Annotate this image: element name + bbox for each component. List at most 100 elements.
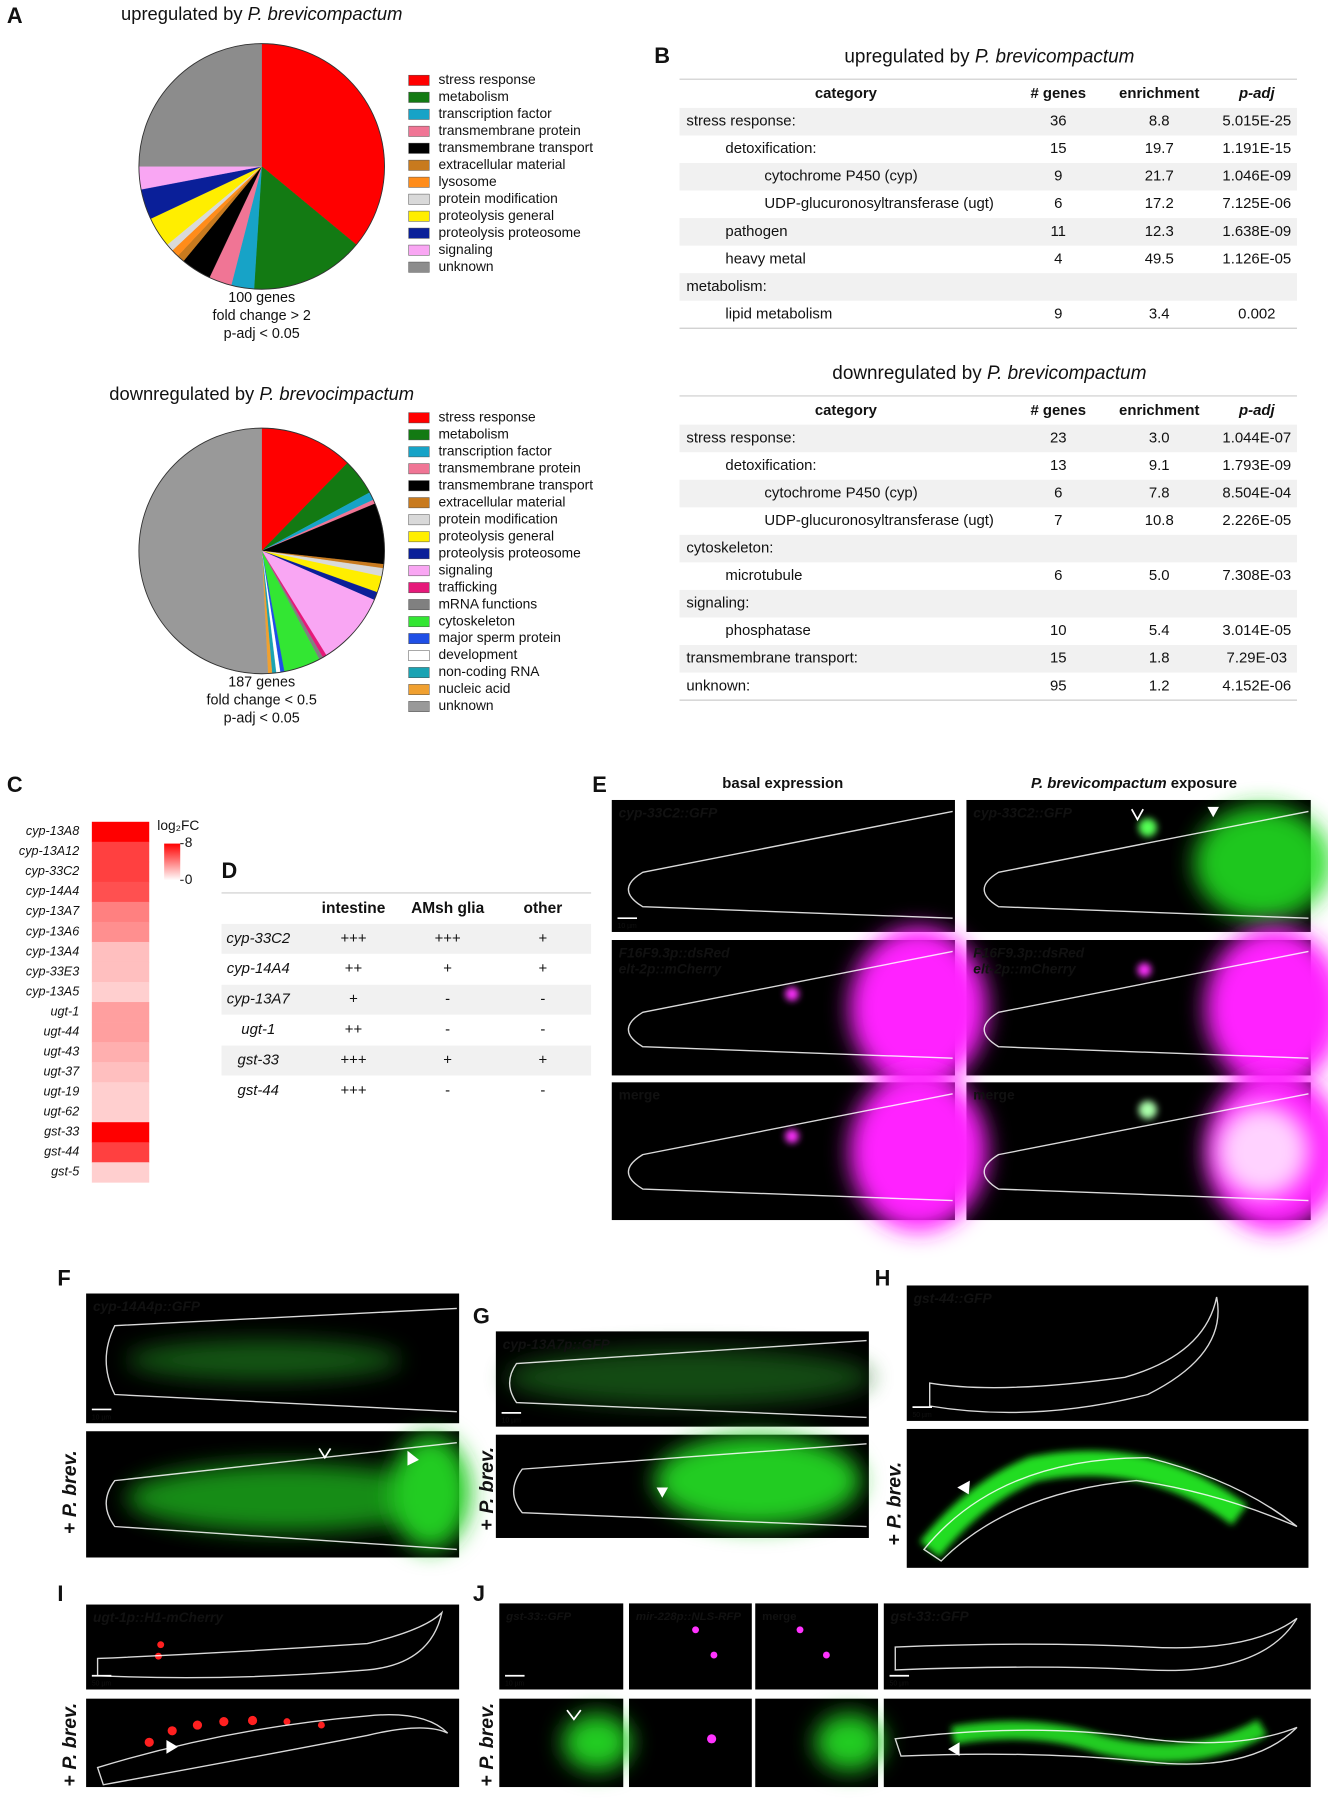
- legend-label: protein modification: [438, 511, 557, 526]
- table-cell: 1.046E-09: [1222, 168, 1291, 185]
- heatmap-cell: [91, 961, 150, 983]
- image-label: F16F9.3p::dsRed: [619, 945, 731, 960]
- table-cell: detoxification:: [725, 457, 816, 474]
- table-cell: +: [539, 960, 548, 977]
- row-label: cyp-13A8: [26, 824, 79, 838]
- table-cell: ugt-1: [241, 1021, 275, 1038]
- table-cell: 7: [1054, 512, 1062, 529]
- table-cell: 9: [1054, 168, 1062, 185]
- panel-letter: E: [592, 772, 607, 797]
- column-heading: basal expression: [722, 775, 843, 792]
- legend-swatch: [408, 667, 430, 678]
- table-header: # genes: [1030, 85, 1086, 102]
- pie-caption: fold change > 2: [213, 308, 311, 324]
- image-label: elt-2p::mCherry: [973, 961, 1077, 976]
- legend-label: stress response: [438, 409, 536, 424]
- legend-swatch: [408, 650, 430, 661]
- side-label-part: P. brev.: [59, 1703, 81, 1770]
- image-label: gst-44::GFP: [913, 1291, 993, 1306]
- table-cell: 1.8: [1149, 650, 1170, 667]
- scale-bar-label: 10 µm: [505, 1681, 525, 1688]
- row-label: gst-33: [44, 1125, 79, 1139]
- row-label: cyp-33C2: [25, 864, 79, 878]
- micrograph: [628, 1698, 752, 1788]
- legend-swatch: [408, 480, 430, 492]
- pie-title: downregulated by P. brevocimpactum: [109, 383, 414, 404]
- legend-label: extracellular material: [438, 494, 565, 509]
- table-header: enrichment: [1119, 402, 1199, 419]
- side-label-part: +: [59, 1770, 81, 1787]
- legend-swatch: [408, 244, 430, 256]
- heatmap-cell: [91, 841, 150, 863]
- table-cell: 19.7: [1145, 140, 1174, 157]
- legend-swatch: [408, 497, 430, 509]
- legend-swatch: [408, 193, 430, 205]
- heatmap-cell: [91, 1042, 150, 1063]
- row-label: cyp-13A5: [26, 984, 80, 998]
- legend-label: major sperm protein: [438, 630, 560, 645]
- scale-bar-label: 50 µm: [912, 1412, 932, 1419]
- table-cell: stress response:: [686, 429, 795, 446]
- panel-letter: D: [222, 858, 238, 883]
- legend-label: unknown: [438, 698, 493, 713]
- heatmap-cell: [91, 901, 150, 923]
- table-cell: transmembrane transport:: [686, 650, 858, 667]
- legend-label: transcription factor: [438, 106, 552, 121]
- heatmap-cell: [91, 1002, 150, 1023]
- row-label: ugt-62: [43, 1105, 79, 1119]
- column-heading-part: exposure: [1167, 775, 1237, 792]
- image-label: cyp-33C2::GFP: [619, 805, 718, 820]
- legend-label: proteolysis proteosome: [438, 225, 581, 240]
- table-cell: 8.8: [1149, 113, 1170, 130]
- image-label: mir-228p::NLS-RFP: [636, 1611, 741, 1623]
- legend-swatch: [408, 582, 430, 594]
- legend-swatch: [408, 142, 430, 154]
- panel-letter: G: [473, 1303, 490, 1328]
- legend-swatch: [408, 91, 430, 103]
- legend-swatch: [408, 125, 430, 137]
- heatmap-cell: [91, 861, 150, 883]
- legend-swatch: [408, 429, 430, 441]
- table-cell: 1.126E-05: [1222, 250, 1291, 267]
- table-cell: -: [445, 991, 450, 1008]
- legend-label: signaling: [438, 242, 492, 257]
- row-shade: [679, 424, 1297, 453]
- legend-label: stress response: [438, 72, 536, 87]
- legend-label: transcription factor: [438, 443, 552, 458]
- legend-label: extracellular material: [438, 157, 565, 172]
- row-label: ugt-1: [50, 1004, 79, 1018]
- row-label: cyp-13A6: [26, 924, 80, 938]
- pie-slice: [138, 427, 269, 674]
- table-cell: 21.7: [1145, 168, 1174, 185]
- legend-label: proteolysis general: [438, 528, 554, 543]
- table-header: other: [524, 900, 563, 917]
- legend-label: metabolism: [438, 426, 508, 441]
- legend-swatch: [408, 446, 430, 458]
- table-cell: microtubule: [725, 567, 802, 584]
- table-cell: +: [539, 930, 548, 947]
- row-shade: [679, 218, 1297, 246]
- side-label: + P. brev.: [59, 1703, 81, 1787]
- table-cell: UDP-glucuronosyltransferase (ugt): [764, 195, 994, 212]
- legend-label: metabolism: [438, 89, 508, 104]
- table-cell: 12.3: [1145, 223, 1174, 240]
- table-header: enrichment: [1119, 85, 1199, 102]
- table-cell: +++: [435, 930, 461, 947]
- fluorescence: [96, 805, 1328, 1786]
- row-shade: [679, 589, 1297, 618]
- heatmap-cell: [91, 1142, 150, 1163]
- table-cell: unknown:: [686, 677, 750, 694]
- colorbar-tick-label: 0: [185, 872, 193, 887]
- pie-title-part: P. brevicompactum: [248, 3, 403, 24]
- table-cell: gst-33: [238, 1051, 280, 1068]
- image-label: merge: [973, 1088, 1015, 1103]
- table-cell: detoxification:: [725, 140, 816, 157]
- table-cell: cytochrome P450 (cyp): [764, 168, 917, 185]
- table-cell: -: [540, 991, 545, 1008]
- legend-swatch: [408, 108, 430, 120]
- side-label-part: P. brev.: [883, 1462, 905, 1529]
- table-cell: 23: [1050, 429, 1067, 446]
- side-label-part: +: [476, 1514, 498, 1531]
- table-cell: 13: [1050, 457, 1067, 474]
